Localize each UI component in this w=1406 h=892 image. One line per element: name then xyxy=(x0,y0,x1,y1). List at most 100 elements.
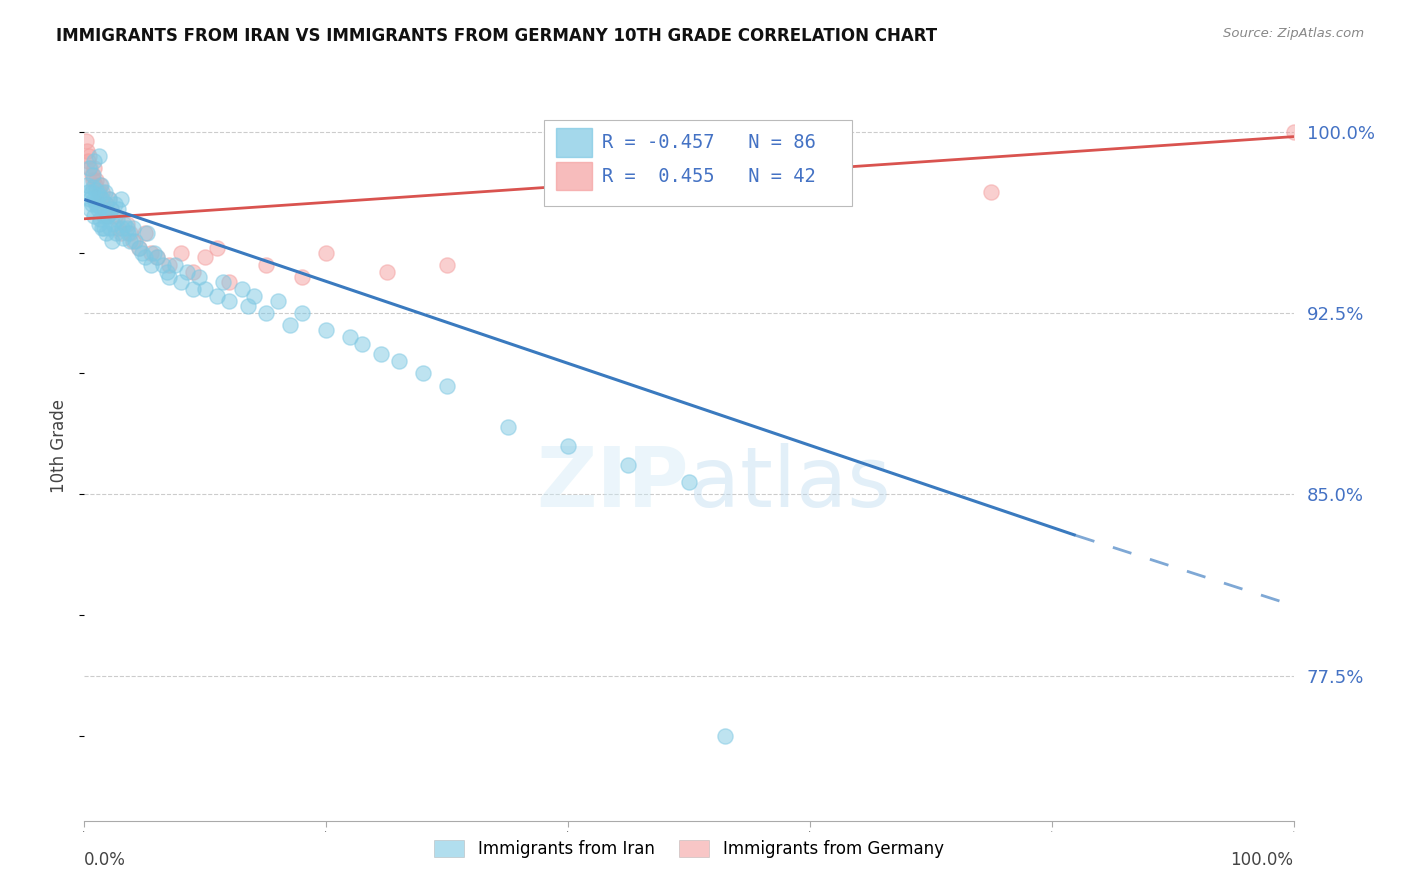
Point xyxy=(412,367,434,381)
Point xyxy=(87,185,110,199)
Point xyxy=(146,251,169,265)
Point xyxy=(146,251,169,265)
Point xyxy=(107,202,129,216)
Point xyxy=(388,354,411,368)
Point xyxy=(375,265,398,279)
Point xyxy=(96,210,118,224)
Point xyxy=(86,197,108,211)
Point xyxy=(84,178,107,192)
Point xyxy=(112,217,135,231)
Point xyxy=(111,221,134,235)
Point xyxy=(75,135,97,149)
Point xyxy=(77,185,100,199)
Point xyxy=(83,210,105,224)
Point xyxy=(86,202,108,216)
Point xyxy=(143,245,166,260)
Point xyxy=(496,419,519,434)
Point xyxy=(231,282,253,296)
Point xyxy=(86,173,108,187)
Point xyxy=(436,258,458,272)
Text: atlas: atlas xyxy=(689,443,890,524)
Point xyxy=(76,178,98,192)
Text: 100.0%: 100.0% xyxy=(1230,851,1294,869)
Point xyxy=(97,193,120,207)
Point xyxy=(93,210,115,224)
Point xyxy=(87,149,110,163)
Point xyxy=(83,193,105,207)
Point xyxy=(181,265,204,279)
Point xyxy=(181,282,204,296)
Point xyxy=(93,221,115,235)
Point xyxy=(120,227,142,241)
Point xyxy=(103,217,125,231)
Point xyxy=(212,275,235,289)
Point xyxy=(82,173,104,187)
Point xyxy=(339,330,361,344)
Point xyxy=(86,183,108,197)
Y-axis label: 10th Grade: 10th Grade xyxy=(51,399,69,493)
Point xyxy=(98,221,121,235)
Point xyxy=(557,439,579,453)
Point xyxy=(128,241,150,255)
Point xyxy=(94,197,117,211)
Point xyxy=(207,241,229,255)
Point xyxy=(120,234,142,248)
Point xyxy=(131,245,153,260)
Point xyxy=(82,169,104,183)
Point xyxy=(370,347,392,361)
Point xyxy=(152,258,174,272)
Point xyxy=(87,187,110,202)
Text: ZIP: ZIP xyxy=(537,443,689,524)
FancyBboxPatch shape xyxy=(555,128,592,157)
Point xyxy=(77,161,100,175)
Point xyxy=(96,210,118,224)
Point xyxy=(170,245,193,260)
Point xyxy=(436,378,458,392)
Point xyxy=(100,202,122,216)
Point xyxy=(112,231,135,245)
Point xyxy=(128,241,150,255)
Point xyxy=(89,211,111,226)
Point xyxy=(134,227,156,241)
Point xyxy=(97,193,120,207)
Point xyxy=(77,149,100,163)
Point xyxy=(291,269,314,284)
Point xyxy=(139,258,162,272)
Text: Source: ZipAtlas.com: Source: ZipAtlas.com xyxy=(1223,27,1364,40)
Point xyxy=(94,185,117,199)
Point xyxy=(100,202,122,216)
Point xyxy=(124,234,146,248)
Point xyxy=(218,275,240,289)
Point xyxy=(89,200,111,214)
Point xyxy=(165,258,187,272)
Point xyxy=(104,227,127,241)
Point xyxy=(79,202,101,216)
Point xyxy=(80,169,103,183)
Point xyxy=(315,245,337,260)
Point xyxy=(242,289,264,303)
Point xyxy=(678,475,700,490)
Text: IMMIGRANTS FROM IRAN VS IMMIGRANTS FROM GERMANY 10TH GRADE CORRELATION CHART: IMMIGRANTS FROM IRAN VS IMMIGRANTS FROM … xyxy=(56,27,938,45)
Text: R = -0.457   N = 86: R = -0.457 N = 86 xyxy=(602,133,815,152)
Point xyxy=(176,265,198,279)
Point xyxy=(82,180,104,194)
Point xyxy=(254,258,277,272)
Point xyxy=(352,337,374,351)
Point xyxy=(136,227,159,241)
Point xyxy=(115,217,138,231)
Point xyxy=(110,227,132,241)
Point xyxy=(157,258,180,272)
Point xyxy=(139,245,162,260)
Point xyxy=(94,197,117,211)
Point xyxy=(117,227,139,241)
Point xyxy=(207,289,229,303)
Point xyxy=(101,234,124,248)
Point xyxy=(278,318,301,333)
Point xyxy=(134,251,156,265)
Text: R =  0.455   N = 42: R = 0.455 N = 42 xyxy=(602,167,815,186)
Text: 0.0%: 0.0% xyxy=(84,851,127,869)
Point xyxy=(87,217,110,231)
Point xyxy=(267,293,290,308)
Point xyxy=(254,306,277,320)
Point xyxy=(121,221,143,235)
